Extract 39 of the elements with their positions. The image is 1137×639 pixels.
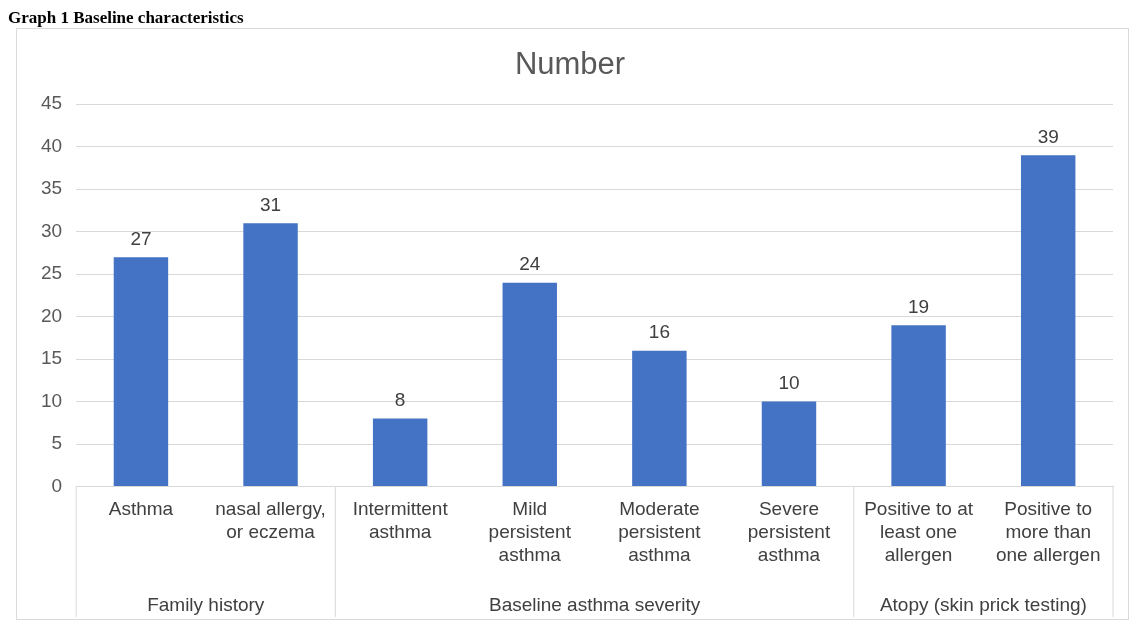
y-tick-label: 35 [40, 177, 63, 199]
x-tick-label: nasal allergy, or eczema [215, 498, 326, 543]
y-tick-label: 15 [40, 347, 63, 369]
data-label: 31 [259, 193, 282, 215]
text: Baseline asthma severity [488, 594, 701, 615]
bar [113, 257, 169, 487]
data-label: 27 [130, 227, 152, 249]
x-tick-label: Severe persistent asthma [747, 498, 831, 565]
y-tick-label: 0 [51, 474, 63, 496]
text: Family history [147, 594, 265, 615]
bar [761, 401, 817, 487]
data-label: 39 [1037, 125, 1059, 147]
x-tick-label: Mild persistent asthma [488, 498, 572, 565]
data-label: 24 [519, 253, 541, 275]
bar [891, 325, 946, 487]
y-tick-label: 45 [40, 92, 63, 114]
text: Atopy (skin prick testing) [879, 594, 1087, 615]
x-tick-label: Intermittent asthma [352, 498, 449, 543]
bar [243, 223, 298, 487]
data-label: 8 [394, 389, 406, 411]
x-tick-label: Asthma [108, 498, 174, 520]
bar [502, 282, 557, 487]
bar [632, 350, 687, 487]
y-tick-label: 25 [40, 262, 63, 284]
x-tick-label: Moderate persistent asthma [618, 498, 702, 565]
chart-title: Number [514, 46, 626, 82]
data-label: 10 [778, 372, 800, 394]
y-tick-label: 20 [40, 304, 63, 326]
x-tick-label: Positive to at least one allergen [864, 498, 974, 565]
caption: Graph 1 Baseline characteristics [8, 8, 245, 28]
y-tick-label: 10 [40, 389, 63, 411]
y-tick-label: 30 [40, 219, 63, 241]
y-tick-label: 40 [40, 134, 63, 156]
data-label: 19 [908, 295, 930, 317]
data-label: 16 [648, 321, 670, 343]
bar [372, 418, 428, 487]
bar [1020, 155, 1076, 487]
y-tick-label: 5 [51, 432, 63, 454]
x-tick-label: Positive to more than one allergen [995, 498, 1101, 565]
